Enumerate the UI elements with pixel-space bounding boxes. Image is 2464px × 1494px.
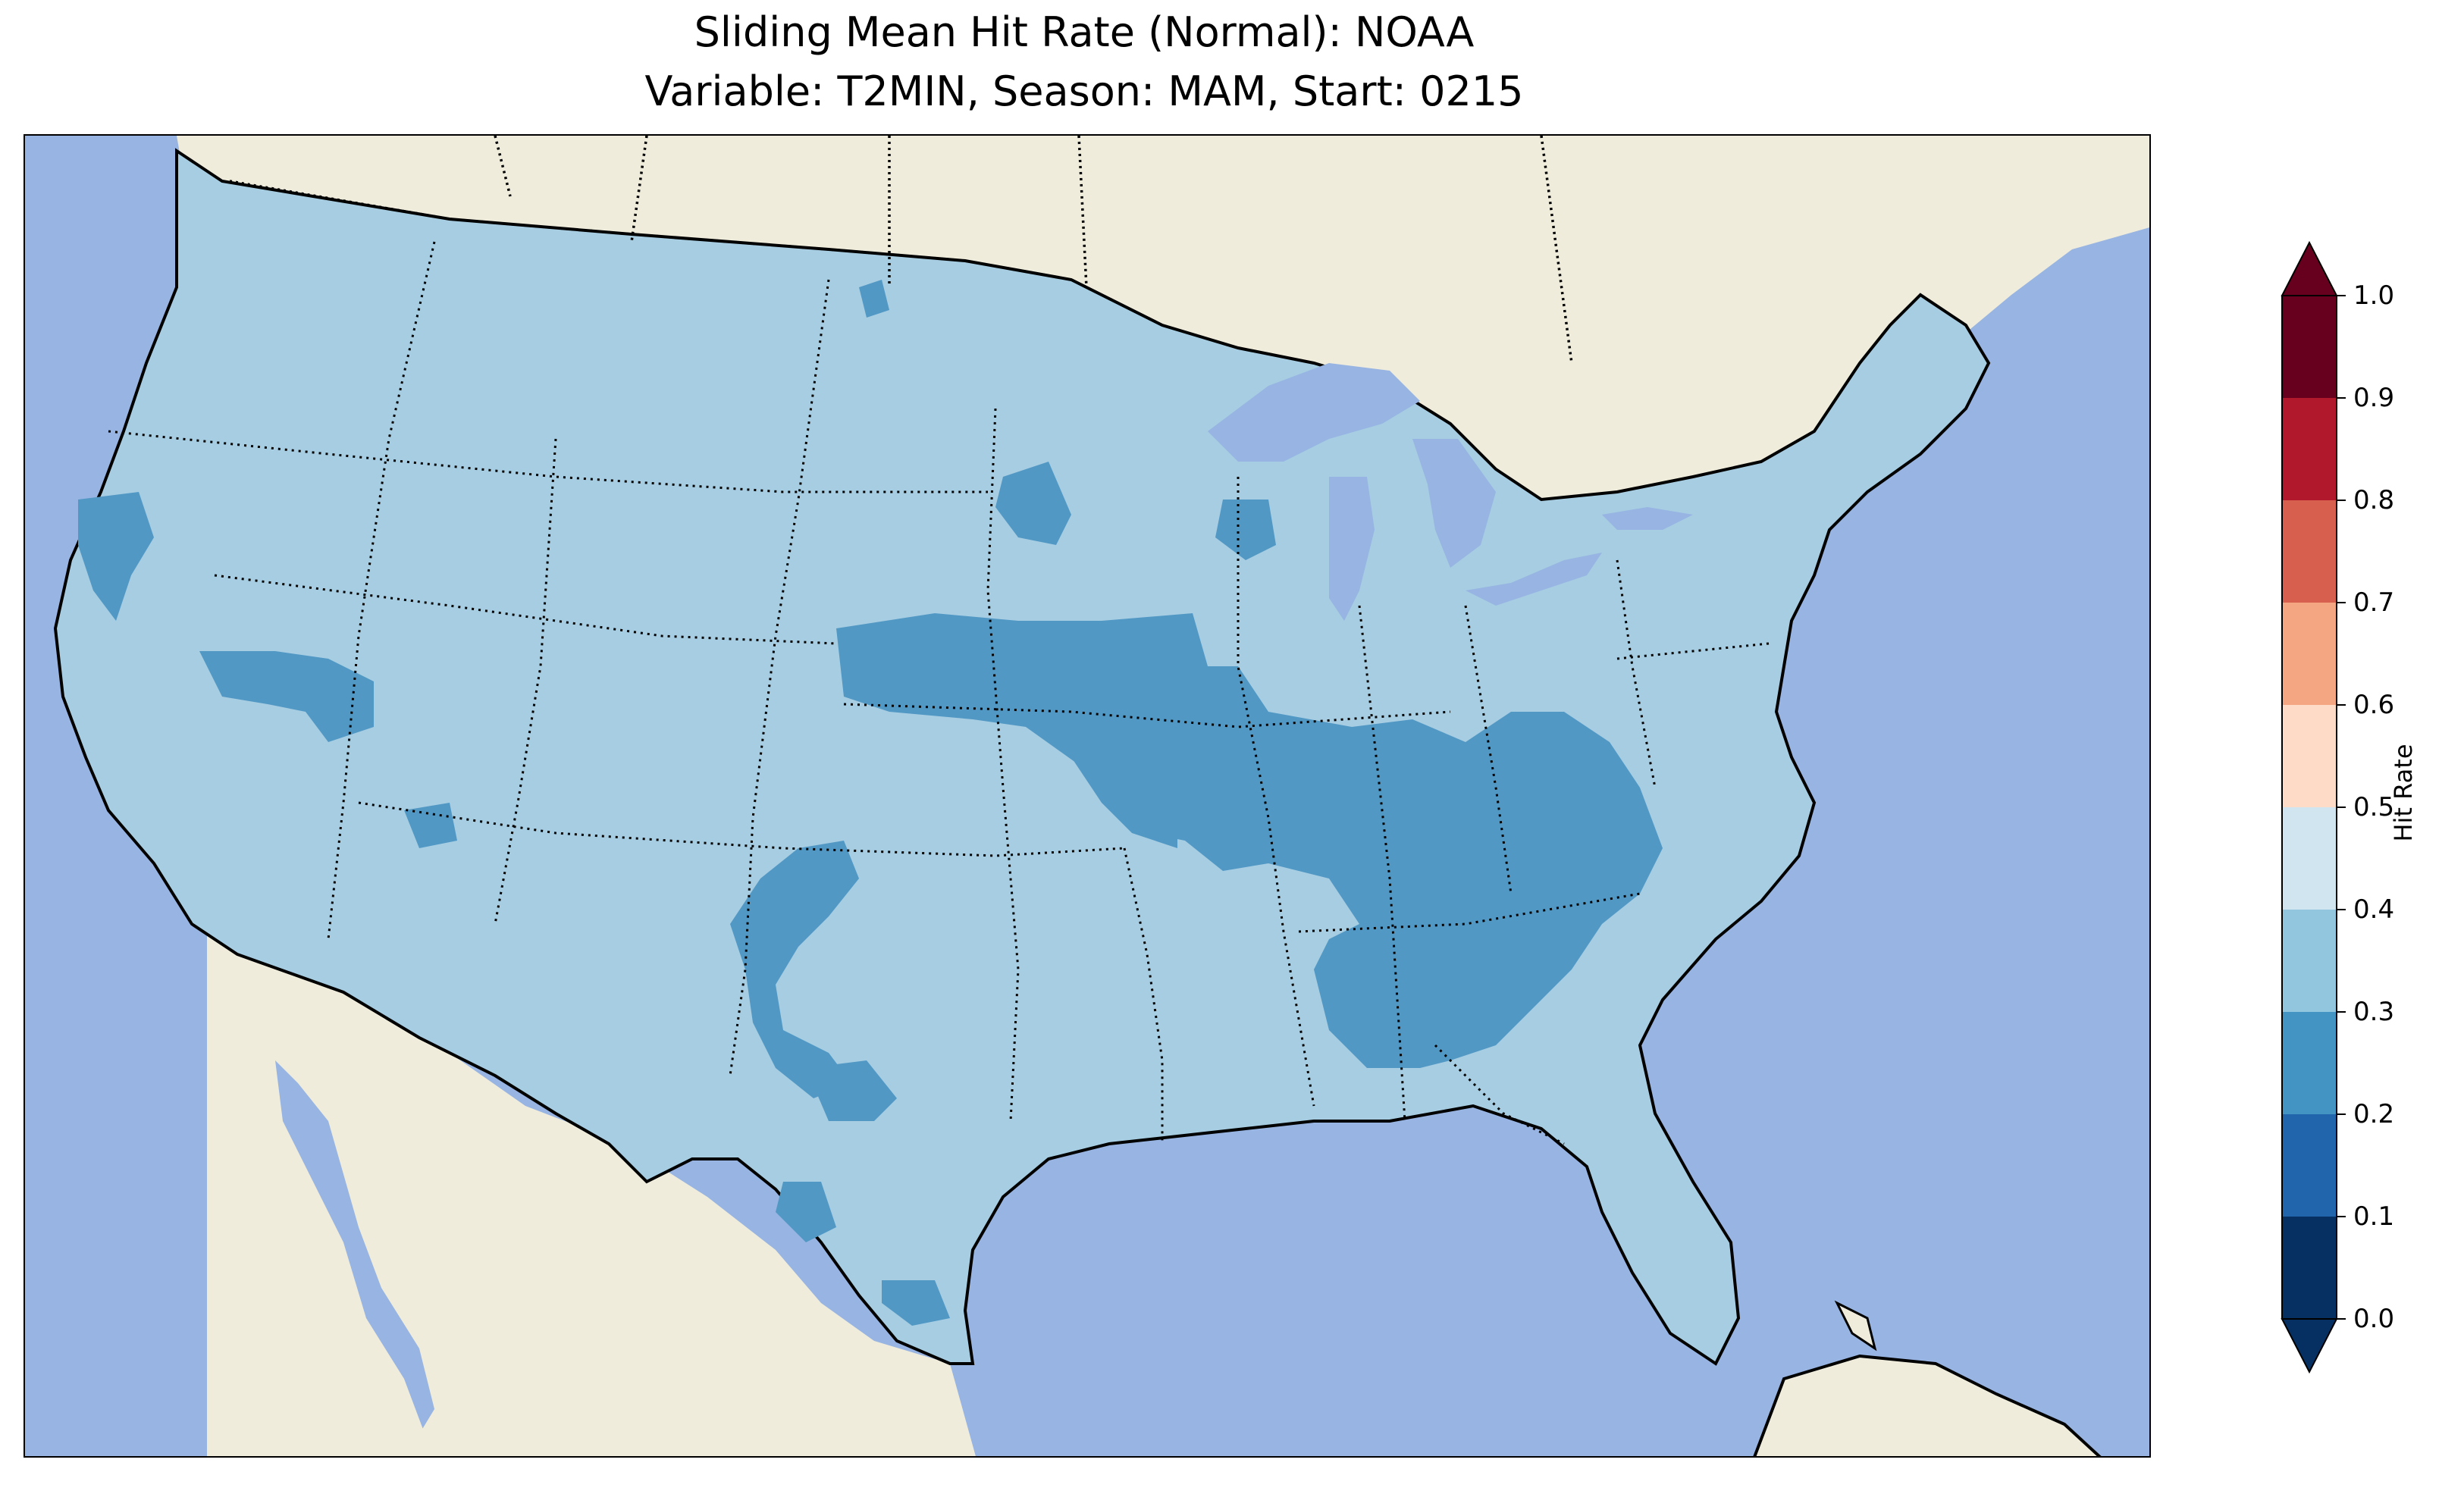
state-borders <box>108 241 1770 1145</box>
lake-erie <box>1466 553 1602 606</box>
map-svg <box>53 136 2149 1456</box>
colorbar-tick-label: 1.0 <box>2353 280 2395 311</box>
colorbar-tick-label: 0.5 <box>2353 792 2395 822</box>
conus-field-0.3-0.4 <box>53 148 1991 1366</box>
mexico-land <box>207 932 976 1456</box>
colorbar-tick-label: 0.9 <box>2353 383 2395 413</box>
colorbar-tick-label: 0.1 <box>2353 1201 2395 1232</box>
colorbar-bin <box>2282 1012 2337 1114</box>
colorbar-tick-label: 0.7 <box>2353 587 2395 618</box>
country-borders <box>229 136 1573 364</box>
colorbar-tick-label: 0.4 <box>2353 894 2395 925</box>
colorbar-bin <box>2282 807 2337 910</box>
colorbar-bin <box>2282 296 2337 398</box>
colorbar-bin <box>2282 1114 2337 1217</box>
colorbar-label: Hit Rate <box>2389 744 2418 842</box>
lake-ontario <box>1602 507 1693 530</box>
colorbar-tick-label: 0.0 <box>2353 1304 2395 1334</box>
colorbar-bin <box>2282 398 2337 500</box>
lake-huron <box>1412 439 1496 568</box>
field-0.2-0.3 <box>78 280 1663 1326</box>
colorbar-bin <box>2282 500 2337 603</box>
colorbar-extend-bottom <box>2281 1318 2338 1374</box>
colorbar-extend-top <box>2281 240 2338 296</box>
colorbar-tick-label: 0.8 <box>2353 485 2395 515</box>
lake-michigan <box>1329 477 1375 621</box>
colorbar-tick-label: 0.2 <box>2353 1099 2395 1129</box>
map-panel <box>24 134 2151 1458</box>
colorbar-bin <box>2282 705 2337 807</box>
great-lakes <box>1208 363 1693 621</box>
colorbar-tick-label: 0.6 <box>2353 690 2395 720</box>
chart-subtitle: Variable: T2MIN, Season: MAM, Start: 021… <box>644 67 1524 115</box>
colorbar-bin <box>2282 603 2337 705</box>
colorbar-bin <box>2282 910 2337 1012</box>
colorbar-tick-label: 0.3 <box>2353 997 2395 1027</box>
lake-superior <box>1208 363 1420 462</box>
bahamas-land <box>1834 1300 1877 1351</box>
colorbar-bin <box>2282 1217 2337 1319</box>
cuba-land <box>1753 1354 2102 1456</box>
chart-title: Sliding Mean Hit Rate (Normal): NOAA <box>694 8 1475 56</box>
